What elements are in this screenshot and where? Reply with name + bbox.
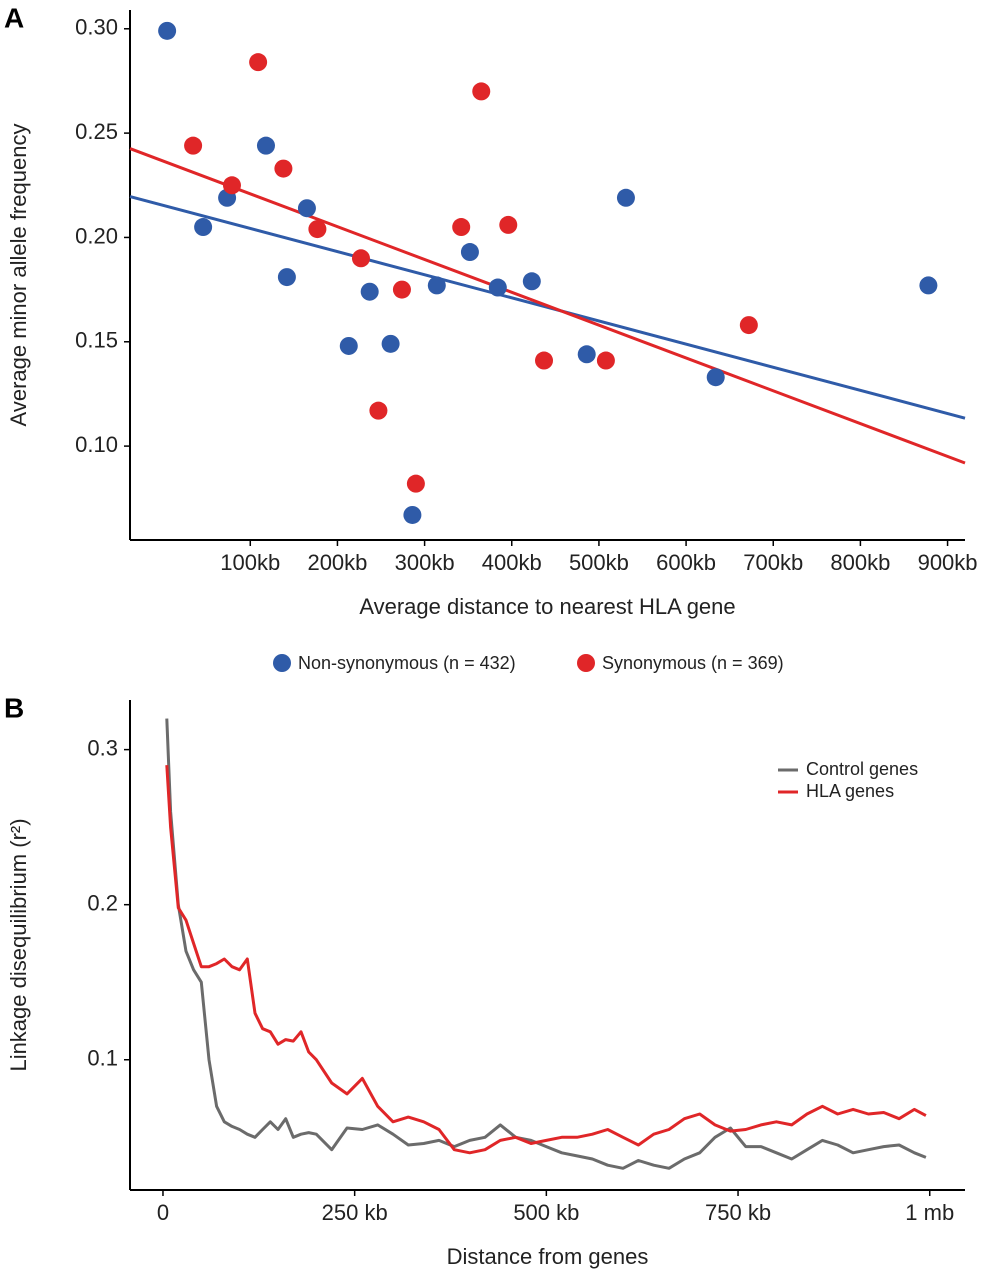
point (403, 505, 422, 524)
point (706, 368, 725, 387)
point (488, 278, 507, 297)
panel-label: B (4, 692, 24, 723)
y-tick-label: 0.15 (75, 328, 118, 353)
x-axis-title: Distance from genes (447, 1244, 649, 1269)
y-tick-label: 0.1 (87, 1046, 118, 1071)
legend-label: Synonymous (n = 369) (602, 653, 784, 673)
x-tick-label: 600kb (656, 550, 716, 575)
legend-label: Control genes (806, 759, 918, 779)
point (274, 159, 293, 178)
panel-label: A (4, 2, 24, 33)
legend-label: Non-synonymous (n = 432) (298, 653, 516, 673)
point (360, 282, 379, 301)
point (577, 345, 596, 364)
x-tick-label: 700kb (743, 550, 803, 575)
y-tick-label: 0.3 (87, 735, 118, 760)
point (277, 268, 296, 287)
point (616, 188, 635, 207)
point (297, 199, 316, 218)
point (351, 249, 370, 268)
y-tick-label: 0.10 (75, 432, 118, 457)
x-tick-label: 900kb (918, 550, 978, 575)
point (460, 243, 479, 262)
x-tick-label: 500kb (569, 550, 629, 575)
point (184, 136, 203, 155)
point (392, 280, 411, 299)
point (308, 220, 327, 239)
point (596, 351, 615, 370)
point (339, 336, 358, 355)
point (739, 316, 758, 335)
point (472, 82, 491, 101)
y-axis-title: Average minor allele frequency (6, 124, 31, 427)
x-tick-label: 1 mb (905, 1200, 954, 1225)
x-tick-label: 750 kb (705, 1200, 771, 1225)
y-tick-label: 0.30 (75, 15, 118, 40)
point (381, 334, 400, 353)
point (194, 218, 213, 237)
y-axis-title: Linkage disequilibrium (r²) (6, 818, 31, 1071)
legend-label: HLA genes (806, 781, 894, 801)
point (222, 176, 241, 195)
x-tick-label: 100kb (220, 550, 280, 575)
x-tick-label: 250 kb (322, 1200, 388, 1225)
point (158, 21, 177, 40)
point (369, 401, 388, 420)
x-tick-label: 500 kb (513, 1200, 579, 1225)
x-axis-title: Average distance to nearest HLA gene (359, 594, 735, 619)
point (535, 351, 554, 370)
point (406, 474, 425, 493)
x-tick-label: 800kb (830, 550, 890, 575)
point (427, 276, 446, 295)
x-tick-label: 300kb (395, 550, 455, 575)
x-tick-label: 400kb (482, 550, 542, 575)
legend-swatch (273, 654, 291, 672)
x-tick-label: 200kb (307, 550, 367, 575)
point (919, 276, 938, 295)
y-tick-label: 0.2 (87, 890, 118, 915)
point (522, 272, 541, 291)
point (249, 53, 268, 72)
fit-line (129, 147, 966, 465)
y-tick-label: 0.20 (75, 223, 118, 248)
point (256, 136, 275, 155)
point (452, 218, 471, 237)
line (165, 765, 927, 1155)
x-tick-label: 0 (157, 1200, 169, 1225)
line (165, 718, 927, 1170)
point (499, 215, 518, 234)
y-tick-label: 0.25 (75, 119, 118, 144)
legend-swatch (577, 654, 595, 672)
